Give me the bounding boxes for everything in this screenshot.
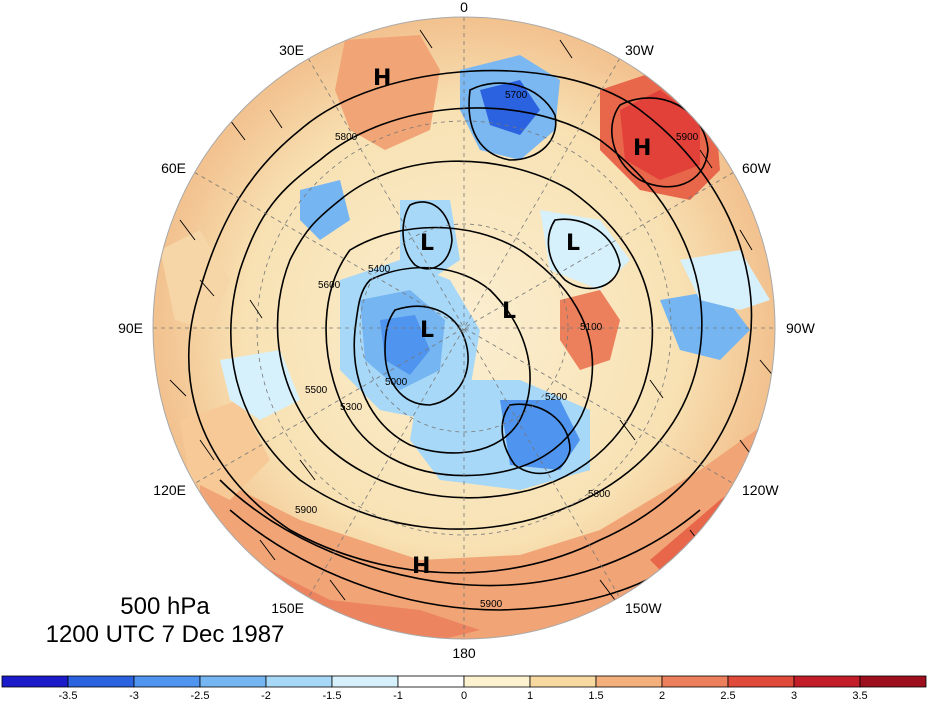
lon-label-180: 180: [452, 645, 476, 661]
colorbar-swatch: [133, 675, 201, 688]
svg-text:5600: 5600: [318, 280, 341, 291]
svg-text:5200: 5200: [545, 392, 568, 403]
warm-anomaly-north-left: [335, 35, 440, 150]
lon-label-30e: 30E: [279, 42, 304, 58]
lon-label-0: 0: [460, 0, 468, 15]
colorbar-swatch: [859, 675, 927, 688]
colorbar-label: 3: [791, 690, 797, 702]
lon-label-90w: 90W: [786, 320, 816, 336]
svg-text:5700: 5700: [505, 90, 528, 101]
colorbar-swatch: [331, 675, 399, 688]
svg-text:5900: 5900: [676, 132, 699, 143]
lon-label-90e: 90E: [118, 320, 143, 336]
colorbar-label: 3.5: [852, 690, 867, 702]
svg-text:5300: 5300: [340, 402, 363, 413]
colorbar-label: 1.5: [588, 690, 603, 702]
polar-map: 5700 5800 5900 5600 5500 5400 5300 5200 …: [118, 0, 815, 661]
colorbar-label: 2: [659, 690, 665, 702]
lon-label-120e: 120E: [153, 482, 186, 498]
colorbar-swatch: [529, 675, 597, 688]
lon-label-60w: 60W: [742, 160, 772, 176]
colorbar-swatch: [265, 675, 333, 688]
colorbar-swatch: [199, 675, 267, 688]
svg-text:5800: 5800: [588, 489, 611, 500]
svg-text:5900: 5900: [295, 505, 318, 516]
low-center-right: L: [566, 231, 580, 256]
high-center-south: H: [412, 554, 430, 579]
high-center-north-left: H: [373, 66, 391, 91]
low-center-left: L: [420, 231, 434, 256]
svg-text:5800: 5800: [335, 132, 358, 143]
colorbar-label: -2: [261, 690, 271, 702]
pressure-level-label: 500 hPa: [120, 593, 210, 620]
anomaly-field: 5700 5800 5900 5600 5500 5400 5300 5200 …: [153, 17, 775, 639]
high-center-north-right: H: [633, 136, 651, 161]
lon-label-120w: 120W: [742, 482, 779, 498]
lon-label-150w: 150W: [625, 600, 662, 616]
colorbar-label: 1: [527, 690, 533, 702]
colorbar-label: -3: [129, 690, 139, 702]
map-title: 500 hPa 1200 UTC 7 Dec 1987: [0, 593, 330, 649]
colorbar-label: -1.5: [323, 690, 342, 702]
colorbar-label: -2.5: [191, 690, 210, 702]
colorbar-swatch: [67, 675, 135, 688]
colorbar-label: 0: [461, 690, 467, 702]
colorbar: -3.5 -3 -2.5 -2 -1.5 -1 0 1 1.5 2 2.5 3 3.5: [1, 675, 927, 702]
colorbar-label: 2.5: [720, 690, 735, 702]
map-boundary: [152, 16, 776, 640]
contour-labels: 5700 5800 5900 5600 5500 5400 5300 5200 …: [295, 90, 699, 610]
pressure-centers: H H H L L L L: [373, 66, 651, 579]
colorbar-label: -1: [393, 690, 403, 702]
svg-text:5900: 5900: [480, 599, 503, 610]
low-center-west: L: [420, 318, 434, 343]
colorbar-swatch: [661, 675, 729, 688]
colorbar-swatch: [595, 675, 663, 688]
svg-text:5400: 5400: [368, 264, 391, 275]
graticule: [153, 17, 775, 639]
colorbar-swatch: [727, 675, 795, 688]
svg-text:5500: 5500: [305, 385, 328, 396]
colorbar-swatch: [397, 675, 465, 688]
height-contours: [188, 69, 753, 611]
svg-text:5100: 5100: [580, 322, 603, 333]
colorbar-label: -3.5: [59, 690, 78, 702]
longitude-labels: 0 30W 60W 90W 120W 150W 180 150E 120E 90…: [118, 0, 815, 661]
colorbar-swatch: [1, 675, 69, 688]
lon-label-60e: 60E: [161, 160, 186, 176]
valid-time-label: 1200 UTC 7 Dec 1987: [45, 621, 285, 648]
colorbar-swatch: [463, 675, 531, 688]
warm-anomaly-east: [560, 290, 620, 370]
svg-text:5000: 5000: [385, 377, 408, 388]
low-center-middle: L: [502, 299, 516, 324]
colorbar-swatch: [793, 675, 861, 688]
lon-label-150e: 150E: [271, 600, 304, 616]
lon-label-30w: 30W: [625, 42, 655, 58]
